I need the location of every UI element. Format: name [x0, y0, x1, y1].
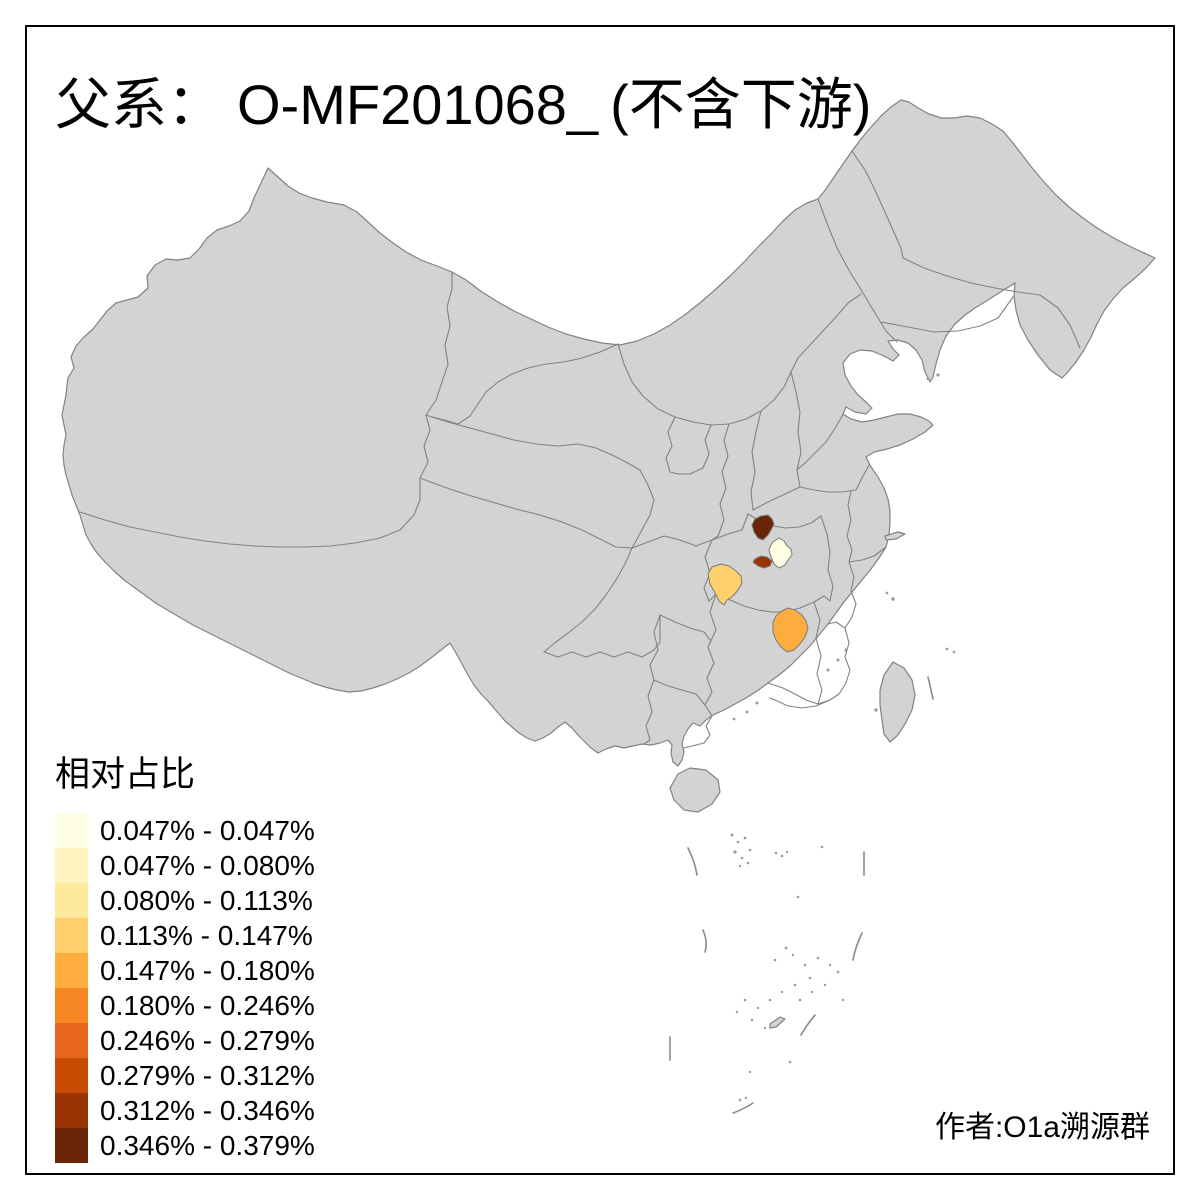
legend-label: 0.346% - 0.379% — [100, 1129, 315, 1161]
legend-row: 0.113% - 0.147% — [55, 918, 315, 953]
author-credit: 作者:O1a溯源群 — [934, 1111, 1150, 1144]
highlight-region-2 — [768, 537, 793, 569]
coastal-islets — [732, 373, 956, 721]
legend-swatch — [55, 918, 88, 953]
page-title: 父系： O-MF201068_ (不含下游) — [55, 60, 871, 141]
legend-row: 0.147% - 0.180% — [55, 953, 315, 988]
south-china-sea-islets — [730, 833, 845, 1102]
highlight-region-4 — [707, 563, 743, 606]
legend-label: 0.180% - 0.246% — [100, 989, 315, 1021]
highlight-region-5 — [772, 607, 809, 653]
title-suffix: (不含下游) — [610, 73, 872, 136]
legend-swatch — [55, 848, 88, 883]
legend-label: 0.246% - 0.279% — [100, 1024, 315, 1056]
legend-swatch — [55, 1128, 88, 1163]
legend-swatch — [55, 953, 88, 988]
legend-label: 0.080% - 0.113% — [100, 884, 313, 916]
legend-label: 0.047% - 0.047% — [100, 814, 315, 846]
title-haplogroup: O-MF201068_ — [237, 73, 599, 136]
legend-title: 相对占比 — [55, 755, 196, 794]
hainan-island — [669, 767, 721, 813]
legend-label: 0.279% - 0.312% — [100, 1059, 315, 1091]
legend-label: 0.147% - 0.180% — [100, 954, 315, 986]
legend-swatch — [55, 813, 88, 848]
legend-row: 0.346% - 0.379% — [55, 1128, 315, 1163]
taiwan-island — [879, 661, 916, 743]
legend-label: 0.113% - 0.147% — [100, 919, 313, 951]
highlight-region-1 — [751, 514, 775, 541]
legend-row: 0.047% - 0.080% — [55, 848, 315, 883]
legend-row: 0.180% - 0.246% — [55, 988, 315, 1023]
legend-row: 0.080% - 0.113% — [55, 883, 315, 918]
south-china-sea-features — [669, 676, 934, 1114]
china-mainland — [61, 99, 1156, 767]
chongming-island — [884, 531, 906, 541]
legend-label: 0.047% - 0.080% — [100, 849, 315, 881]
legend-row: 0.246% - 0.279% — [55, 1023, 315, 1058]
legend-row: 0.047% - 0.047% — [55, 813, 315, 848]
highlight-region-3 — [752, 555, 773, 569]
legend-swatch — [55, 883, 88, 918]
legend-row: 0.279% - 0.312% — [55, 1058, 315, 1093]
legend-swatch — [55, 1093, 88, 1128]
legend: 相对占比 0.047% - 0.047% 0.047% - 0.080% 0.0… — [55, 746, 315, 1163]
legend-label: 0.312% - 0.346% — [100, 1094, 315, 1126]
highlighted-regions — [707, 514, 809, 653]
legend-swatch — [55, 1023, 88, 1058]
legend-swatch — [55, 1058, 88, 1093]
title-prefix: 父系： — [55, 73, 223, 136]
legend-row: 0.312% - 0.346% — [55, 1093, 315, 1128]
legend-swatch — [55, 988, 88, 1023]
